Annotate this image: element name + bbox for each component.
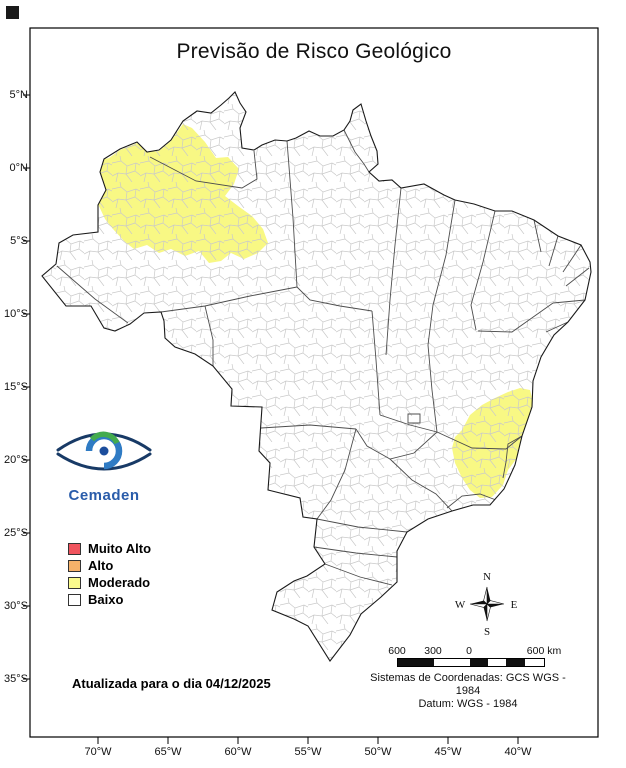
scale-label-600-left: 600 <box>388 645 406 657</box>
map-frame <box>29 27 599 738</box>
legend-swatch-muito-alto <box>68 542 81 555</box>
legend-item-moderado: Moderado <box>68 574 151 591</box>
compass-rose-icon: N E S W <box>455 571 518 638</box>
risk-legend: Muito Alto Alto Moderado Baixo <box>68 540 151 608</box>
scale-bar-segments <box>397 658 545 667</box>
lon-label-55w: 55°W <box>294 746 322 758</box>
legend-swatch-moderado <box>68 576 81 589</box>
legend-label-moderado: Moderado <box>88 575 151 590</box>
corner-mark <box>6 6 19 19</box>
lat-label-0: 0°N <box>9 162 28 174</box>
coordinate-system-note: Sistemas de Coordenadas: GCS WGS - 1984 … <box>362 672 574 711</box>
legend-label-alto: Alto <box>88 558 114 573</box>
legend-item-alto: Alto <box>68 557 151 574</box>
lon-label-70w: 70°W <box>84 746 112 758</box>
lat-label-20s: 20°S <box>4 454 28 466</box>
lon-label-50w: 50°W <box>364 746 392 758</box>
cemaden-wordmark: Cemaden <box>68 487 140 504</box>
map-title: Previsão de Risco Geológico <box>176 40 452 63</box>
state-boundaries <box>56 129 590 586</box>
legend-swatch-alto <box>68 559 81 572</box>
lat-label-15s: 15°S <box>4 381 28 393</box>
compass-label-west: W <box>455 599 466 611</box>
legend-label-baixo: Baixo <box>88 592 124 607</box>
legend-item-baixo: Baixo <box>68 591 151 608</box>
scale-label-0: 0 <box>466 645 472 657</box>
scale-bar: 600 300 0 600 km <box>388 645 561 669</box>
lat-label-5s: 5°S <box>10 235 28 247</box>
update-note: Atualizada para o dia 04/12/2025 <box>72 676 271 691</box>
lat-label-35s: 35°S <box>4 673 28 685</box>
datum-line: Datum: WGS - 1984 <box>418 698 518 710</box>
lon-label-65w: 65°W <box>154 746 182 758</box>
scale-label-300: 300 <box>424 645 442 657</box>
legend-item-muito-alto: Muito Alto <box>68 540 151 557</box>
legend-label-muito-alto: Muito Alto <box>88 541 152 556</box>
scale-label-600-right: 600 km <box>526 645 562 657</box>
lon-label-45w: 45°W <box>434 746 462 758</box>
lon-label-60w: 60°W <box>224 746 252 758</box>
compass-label-north: N <box>483 571 491 583</box>
legend-swatch-baixo <box>68 593 81 606</box>
compass-label-south: S <box>484 626 490 638</box>
cemaden-logo: Cemaden <box>52 424 156 504</box>
lat-label-5n: 5°N <box>9 89 28 101</box>
lat-label-25s: 25°S <box>4 527 28 539</box>
axis-ticks <box>23 94 519 744</box>
compass-label-east: E <box>511 599 518 611</box>
brazil-outline <box>41 91 592 662</box>
coordinate-system-line: Sistemas de Coordenadas: GCS WGS - 1984 <box>370 672 566 697</box>
cemaden-eye-icon <box>56 431 152 471</box>
lat-label-30s: 30°S <box>4 600 28 612</box>
lon-label-40w: 40°W <box>504 746 532 758</box>
lat-label-10s: 10°S <box>4 308 28 320</box>
